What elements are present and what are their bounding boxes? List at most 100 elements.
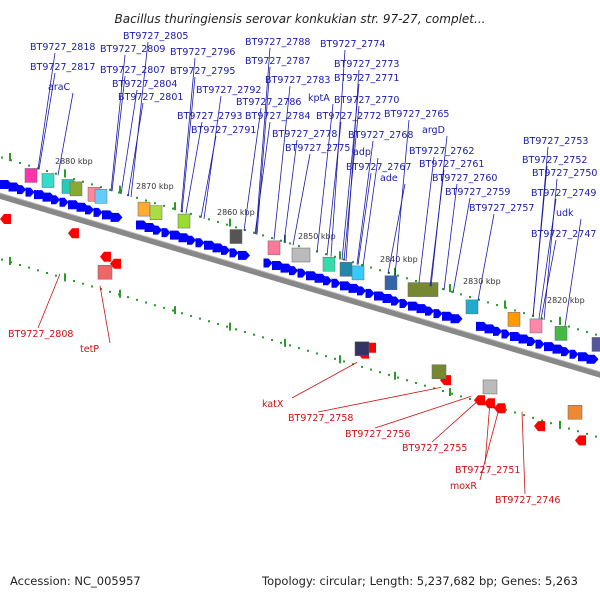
backbone-highlight [0,192,600,373]
reverse-leader-line [431,398,481,443]
forward-leader-line [343,105,360,261]
reverse-gene-label: tetP [80,344,99,355]
forward-gene [501,329,511,339]
forward-gene [297,268,307,278]
forward-gene-label: adp [353,147,371,158]
forward-gene-label: BT9727_2759 [445,187,510,198]
reverse-gene-label: BT9727_2758 [288,413,353,424]
forward-leader-line [362,157,379,267]
forward-leader-line [326,121,342,256]
forward-gene [229,248,239,258]
feature-box [267,240,281,256]
reverse-gene [0,214,11,224]
forward-gene [527,337,536,347]
forward-gene-label: BT9727_2773 [334,59,399,70]
reverse-gene-label: katX [262,399,284,410]
feature-box [351,265,365,281]
forward-leader-line [387,183,406,274]
feature-box [384,275,398,290]
forward-leader-line [538,198,557,319]
forward-gene [586,354,599,364]
forward-leader-line [341,83,360,260]
reverse-feature-box [431,364,447,379]
forward-gene-label: BT9727_2765 [384,109,449,120]
forward-gene-label: BT9727_2804 [112,79,177,90]
forward-gene-label: BT9727_2752 [522,155,587,166]
scale-label: 2850 kbp [298,232,336,241]
forward-gene [433,309,443,319]
forward-gene-label: BT9727_2767 [346,162,411,173]
forward-gene-label: BT9727_2805 [123,31,188,42]
reverse-leader-line [374,395,472,429]
feature-box [229,229,243,244]
forward-gene-label: BT9727_2801 [118,92,183,103]
forward-leader-line [181,76,196,213]
scale-label: 2840 kbp [380,255,418,264]
reverse-feature-box [482,379,498,395]
forward-gene [51,195,60,205]
forward-leader-line [127,102,144,197]
forward-leader-line [111,75,126,192]
reverse-feature-box [354,341,370,357]
scale-label: 2820 kbp [547,296,585,305]
forward-leader-line [357,172,372,265]
forward-gene-label: BT9727_2760 [432,173,497,184]
forward-gene-label: BT9727_2774 [320,39,385,50]
forward-leader-line [564,218,582,327]
reverse-feature-box [97,264,113,280]
reverse-gene [68,228,79,239]
forward-gene-label: BT9727_2778 [272,129,337,140]
forward-gene [535,339,545,349]
reverse-gene-label: BT9727_2808 [8,329,73,340]
forward-gene [569,349,579,359]
forward-gene-label: udk [556,208,574,219]
reverse-gene-label: BT9727_2746 [495,495,560,506]
forward-gene-label: BT9727_2770 [334,95,399,106]
reverse-leader-line [99,285,111,344]
forward-leader-line [120,89,138,195]
reverse-gene-label: BT9727_2756 [345,429,410,440]
reverse-gene-label: BT9727_2755 [402,443,467,454]
forward-gene [153,225,162,235]
forward-gene-label: BT9727_2788 [245,37,310,48]
reverse-leader-line [317,387,442,413]
forward-gene-label: BT9727_2792 [196,85,261,96]
reverse-leader-line [484,401,491,465]
forward-gene-label: BT9727_2747 [531,229,596,240]
feature-box [407,282,439,297]
reverse-leader-line [291,362,358,399]
forward-gene-label: BT9727_2775 [285,143,350,154]
reverse-gene [484,398,495,409]
forward-leader-line [203,95,222,219]
forward-gene [85,205,94,215]
forward-gene [59,197,69,207]
forward-gene [17,185,26,195]
feature-box [465,299,479,315]
forward-gene [331,278,341,288]
forward-leader-line [273,85,291,240]
forward-gene [25,187,35,197]
forward-leader-line [543,178,558,321]
forward-gene-label: BT9727_2757 [469,203,534,214]
forward-leader-line [38,72,56,170]
forward-gene-label: argD [422,125,445,136]
reverse-gene [474,395,485,406]
forward-leader-line [255,47,271,235]
forward-gene [323,276,332,286]
forward-gene-label: BT9727_2768 [348,130,413,141]
scale-label: 2880 kbp [55,157,93,166]
map-title: Bacillus thuringiensis serovar konkukian… [115,12,486,26]
forward-gene-label: BT9727_2762 [409,146,474,157]
reverse-gene-label: BT9727_2751 [455,465,520,476]
forward-gene-label: BT9727_2817 [30,62,95,73]
forward-gene [221,245,230,255]
forward-gene [425,306,434,316]
forward-gene-label: ade [380,173,398,184]
forward-gene [161,228,171,238]
forward-gene-label: BT9727_2787 [245,56,310,67]
forward-leader-line [180,57,196,212]
forward-leader-line [477,213,495,301]
forward-gene [263,258,273,268]
forward-gene-label: BT9727_2753 [523,136,588,147]
